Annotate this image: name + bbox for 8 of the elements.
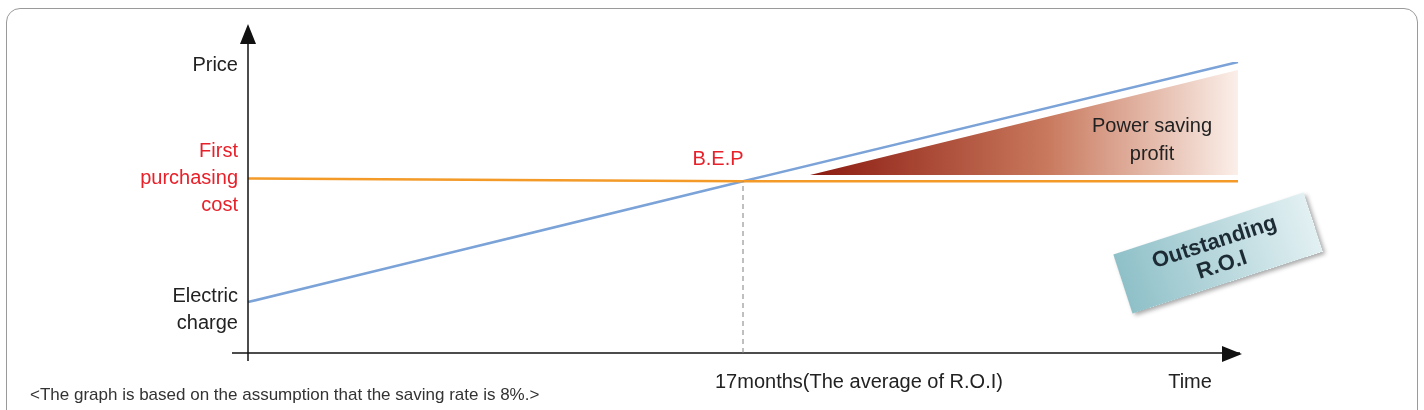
series-label: Electric charge — [172, 284, 238, 334]
annotation: Power saving profit — [1091, 113, 1213, 164]
text: <The graph is based on the assumption that the saving rate is 8%.> — [30, 384, 540, 404]
x-axis-title: Time — [1168, 369, 1212, 392]
series-label: First purchasing cost — [140, 138, 239, 215]
text: 17months(The average of R.O.I) — [715, 369, 1003, 392]
y-axis-title: Price — [192, 52, 238, 75]
annotation: B.E.P — [692, 146, 744, 169]
